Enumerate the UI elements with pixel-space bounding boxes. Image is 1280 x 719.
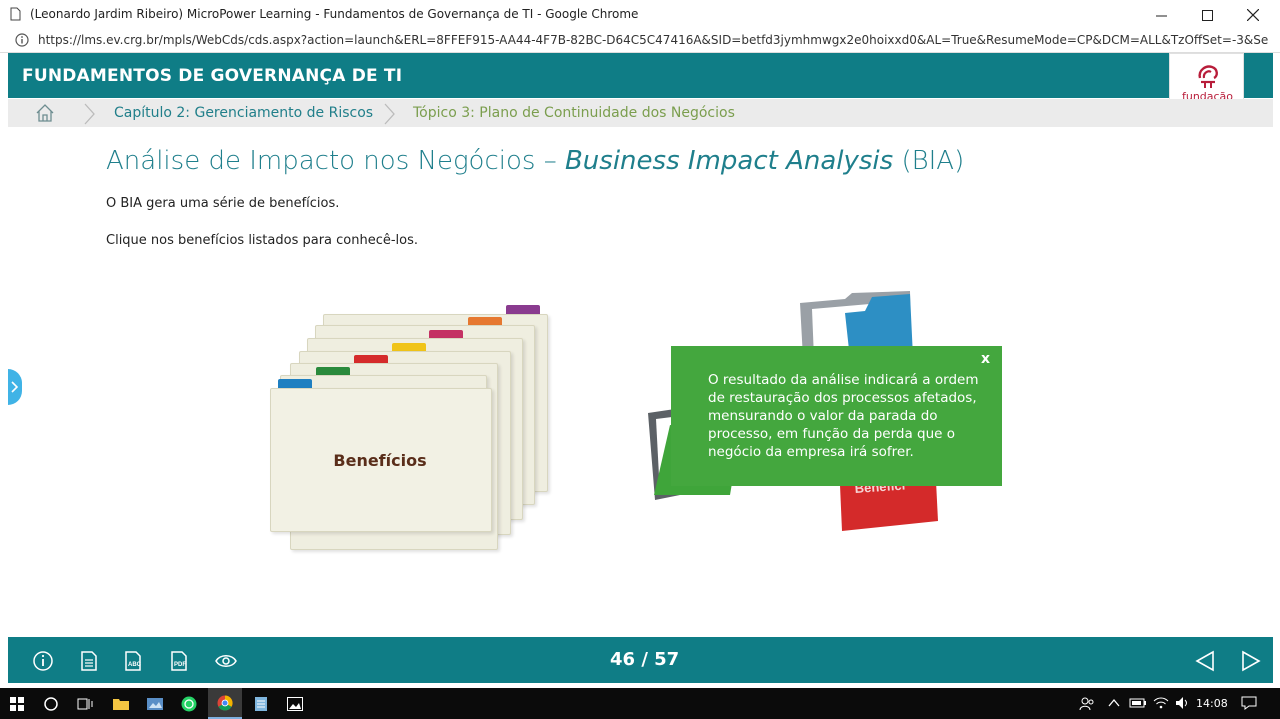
bradesco-tree-icon <box>1198 65 1218 88</box>
volume-icon[interactable] <box>1175 696 1191 710</box>
eye-icon[interactable] <box>214 650 238 672</box>
document-icon <box>10 7 21 21</box>
intro-paragraph: O BIA gera uma série de benefícios. <box>106 196 340 211</box>
page-counter: 46 / 57 <box>610 649 680 670</box>
folder-front <box>270 388 492 532</box>
folder-tab-purple <box>506 305 540 314</box>
chevron-right-icon <box>384 103 395 125</box>
pdf-icon[interactable]: PDF <box>168 650 190 672</box>
minimize-button[interactable] <box>1138 0 1184 30</box>
task-view-button[interactable] <box>70 688 100 719</box>
chevron-up-icon[interactable] <box>1108 698 1120 708</box>
svg-text:PDF: PDF <box>174 662 186 668</box>
folder-icon <box>113 699 129 710</box>
taskbar-notepad[interactable] <box>246 688 276 719</box>
benefits-folder-stack[interactable]: Benefícios <box>268 300 558 550</box>
info-icon[interactable] <box>15 33 29 47</box>
chevron-right-icon <box>11 381 18 393</box>
window-title: (Leonardo Jardim Ribeiro) MicroPower Lea… <box>30 7 639 21</box>
folder-tab-yellow <box>392 343 426 352</box>
folder-tab-magenta <box>429 330 463 339</box>
folder-tab-green <box>316 367 350 376</box>
page-title: Análise de Impacto nos Negócios – Busine… <box>106 146 964 176</box>
photos-icon <box>147 697 163 710</box>
breadcrumb-topic: Tópico 3: Plano de Continuidade dos Negó… <box>413 105 735 121</box>
folder-label: Benefícios <box>333 451 427 470</box>
notepad-icon <box>255 696 267 711</box>
title-main: Análise de Impacto nos Negócios – <box>106 146 565 176</box>
course-footer: ABC PDF 46 / 57 <box>8 637 1273 683</box>
home-icon[interactable] <box>35 103 55 123</box>
side-panel-toggle[interactable] <box>8 369 22 405</box>
battery-icon[interactable] <box>1129 697 1147 709</box>
course-title: FUNDAMENTOS DE GOVERNANÇA DE TI <box>22 66 403 86</box>
taskbar-photos[interactable] <box>140 688 170 719</box>
folder-tab-blue <box>278 379 312 388</box>
browser-titlebar: (Leonardo Jardim Ribeiro) MicroPower Lea… <box>0 0 1280 30</box>
windows-logo-icon <box>10 696 24 711</box>
folder-red <box>840 481 938 531</box>
chevron-right-icon <box>84 103 95 125</box>
title-italic: Business Impact Analysis <box>564 146 894 176</box>
people-icon[interactable] <box>1079 696 1095 712</box>
title-suffix: (BIA) <box>893 146 965 176</box>
close-window-button[interactable] <box>1230 0 1276 30</box>
address-bar[interactable]: https://lms.ev.crg.br/mpls/WebCds/cds.as… <box>0 30 1280 53</box>
popup-text: O resultado da análise indicará a ordem … <box>708 372 979 460</box>
windows-taskbar: 14:08 <box>0 688 1280 719</box>
folder-blue <box>845 294 913 359</box>
image-icon <box>287 696 303 711</box>
taskbar-chrome[interactable] <box>208 688 242 719</box>
instruction-paragraph: Clique nos benefícios listados para conh… <box>106 233 419 248</box>
breadcrumb: Capítulo 2: Gerenciamento de Riscos Tópi… <box>8 99 1273 127</box>
system-clock[interactable]: 14:08 <box>1196 697 1228 710</box>
next-page-icon[interactable] <box>1240 650 1262 672</box>
chrome-icon <box>217 694 233 711</box>
benefit-popup: x O resultado da análise indicará a orde… <box>671 346 1002 486</box>
document-icon[interactable] <box>78 650 100 672</box>
taskbar-image-viewer[interactable] <box>280 688 310 719</box>
folder-tab-orange <box>468 317 502 326</box>
taskbar-whatsapp[interactable] <box>174 688 204 719</box>
url-text[interactable]: https://lms.ev.crg.br/mpls/WebCds/cds.as… <box>38 33 1268 47</box>
info-icon[interactable] <box>32 650 54 672</box>
cortana-circle-icon <box>44 696 58 711</box>
breadcrumb-chapter[interactable]: Capítulo 2: Gerenciamento de Riscos <box>114 105 374 121</box>
wifi-icon[interactable] <box>1153 696 1169 710</box>
taskbar-file-explorer[interactable] <box>106 688 136 719</box>
whatsapp-icon <box>181 696 197 711</box>
course-header: FUNDAMENTOS DE GOVERNANÇA DE TI <box>8 53 1273 98</box>
folder-tab-red <box>354 355 388 364</box>
maximize-button[interactable] <box>1184 0 1230 30</box>
task-view-icon <box>77 698 93 709</box>
svg-text:ABC: ABC <box>128 662 142 668</box>
previous-page-icon[interactable] <box>1194 650 1216 672</box>
glossary-icon[interactable]: ABC <box>122 650 144 672</box>
search-button[interactable] <box>36 688 66 719</box>
notifications-icon[interactable] <box>1241 696 1257 710</box>
windows-start-button[interactable] <box>0 688 34 719</box>
popup-close-button[interactable]: x <box>981 351 991 367</box>
